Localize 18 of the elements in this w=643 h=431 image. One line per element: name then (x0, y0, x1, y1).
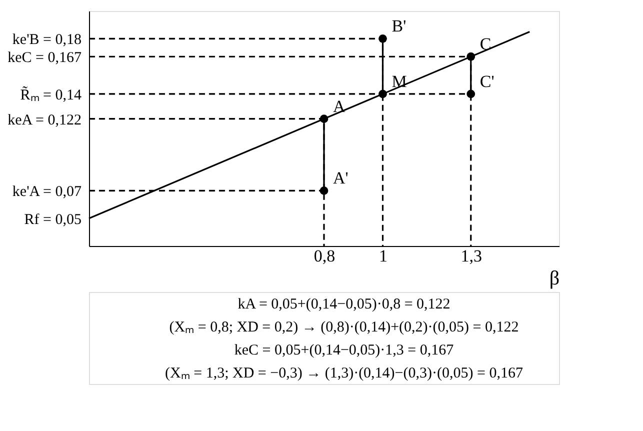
text: (Xₘ = 1,3; XD = −0,3) → (1,3)·(0,14)−(0,3)·(0,05) = 0,167 (165, 366, 524, 382)
annotation: A' (333, 168, 348, 188)
x-tick-label: 1 (379, 246, 388, 266)
x-tick-label: 0,8 (314, 246, 336, 266)
text: kA = 0,05+(0,14−0,05)·0,8 = 0,122 (238, 296, 450, 312)
text: keC = 0,05+(0,14−0,05)·1,3 = 0,167 (234, 342, 454, 358)
text: (Xₘ = 0,8; XD = 0,2) → (0,8)·(0,14)+(0,2)·(0,05) = 0,122 (169, 320, 519, 336)
annotation: M (392, 72, 407, 91)
y-tick-label: keC = 0,167 (8, 50, 82, 66)
annotation: B' (392, 16, 406, 36)
y-tick-label: keA = 0,122 (8, 112, 82, 128)
y-tick-label: ke'A = 0,07 (12, 184, 82, 200)
y-tick-label: ke'B = 0,18 (12, 32, 82, 48)
x-tick-label: 1,3 (460, 246, 482, 266)
y-tick-label: R̃ₘ = 0,14 (20, 85, 82, 104)
y-tick-label: Rf = 0,05 (24, 212, 82, 228)
x-axis-title: β (549, 268, 560, 290)
annotation: C' (480, 72, 494, 91)
